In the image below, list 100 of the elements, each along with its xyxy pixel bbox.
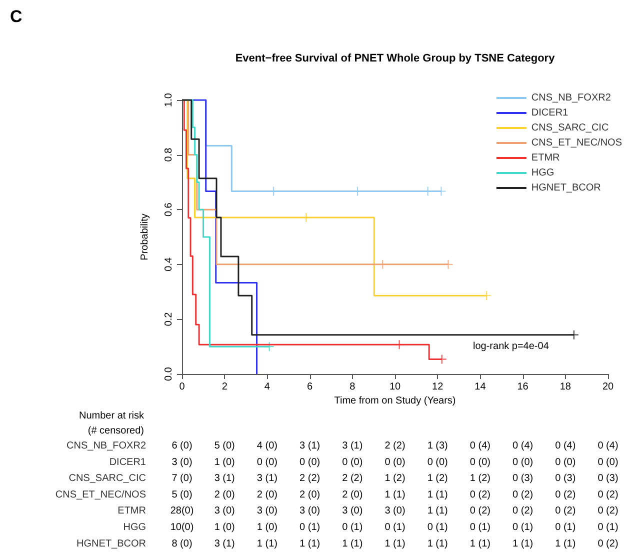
text: 2 (0) xyxy=(214,489,235,500)
x-tick-label: 10 xyxy=(389,382,401,392)
text: 3 (0) xyxy=(342,506,363,517)
text: 0 (4) xyxy=(470,440,490,452)
text: 1 (3) xyxy=(427,440,448,452)
x-tick-label: 2 xyxy=(222,382,228,392)
text: 1 (2) xyxy=(427,473,448,484)
text: 0 (1) xyxy=(384,522,406,533)
x-tick-label: 20 xyxy=(602,382,614,392)
text: 3 (0) xyxy=(256,506,278,517)
text: 10(0) xyxy=(170,522,194,533)
text: 0 (0) xyxy=(512,456,534,468)
text: 1 (1) xyxy=(512,538,534,550)
text: 0 (4) xyxy=(598,440,618,452)
text: 5 (0) xyxy=(172,489,192,500)
text: 2 (2) xyxy=(342,473,363,484)
text: 0 (2) xyxy=(470,506,490,517)
text: 1 (2) xyxy=(384,473,406,484)
text: 1 (1) xyxy=(427,538,448,550)
text: 0 (3) xyxy=(555,473,576,484)
text: 0 (3) xyxy=(598,473,618,484)
text: 0 (4) xyxy=(512,440,534,452)
legend-label: CNS_ET_NEC/NOS xyxy=(531,138,622,148)
y-axis-title: Probability xyxy=(140,214,150,260)
legend-label: CNS_SARC_CIC xyxy=(531,122,609,134)
x-tick-label: 8 xyxy=(350,382,356,392)
text: 2 (2) xyxy=(384,440,406,452)
text: 2 (0) xyxy=(256,489,278,500)
text: 1 (0) xyxy=(214,522,235,533)
text: 0 (3) xyxy=(512,473,534,484)
legend-label: CNS_NB_FOXR2 xyxy=(531,92,612,104)
text: HGG xyxy=(123,522,146,533)
text: 0 (1) xyxy=(342,522,363,533)
text: 0 (0) xyxy=(427,456,448,468)
annotation: log-rank p=4e-04 xyxy=(473,341,550,352)
text: 0 (0) xyxy=(256,456,278,468)
text: 0 (4) xyxy=(555,440,576,452)
text: CNS_SARC_CIC xyxy=(68,473,146,484)
text: 0 (1) xyxy=(300,522,320,533)
text: 1 (2) xyxy=(470,473,490,484)
x-tick-label: 14 xyxy=(474,382,486,392)
text: 1 (1) xyxy=(384,489,406,500)
text: 1 (1) xyxy=(256,538,278,550)
x-tick-label: 4 xyxy=(264,382,270,392)
text: 1 (1) xyxy=(470,538,490,550)
text: 0 (1) xyxy=(427,522,448,533)
text: 0 (1) xyxy=(555,522,576,533)
y-tick-label: 0.6 xyxy=(164,202,174,217)
text: 4 (0) xyxy=(256,440,278,452)
text: 1 (1) xyxy=(300,538,320,550)
chart-title: Event−free Survival of PNET Whole Group by TSNE Category xyxy=(235,52,556,64)
text: 3 (0) xyxy=(214,506,235,517)
text: Number at risk xyxy=(78,410,145,422)
y-tick-label: 1.0 xyxy=(164,92,174,107)
text: 0 (0) xyxy=(300,456,320,468)
text: 1 (1) xyxy=(342,538,363,550)
text: 1 (1) xyxy=(555,538,576,550)
text: 1 (0) xyxy=(214,456,235,468)
x-tick-label: 0 xyxy=(179,382,186,392)
text: 3 (0) xyxy=(172,456,192,468)
text: 5 (0) xyxy=(214,440,235,452)
text: 2 (0) xyxy=(300,489,320,500)
legend-label: HGG xyxy=(531,168,554,178)
text: 3 (1) xyxy=(300,440,320,452)
x-tick-label: 6 xyxy=(307,382,314,392)
x-tick-label: 18 xyxy=(560,382,572,392)
text: 0 (2) xyxy=(555,506,576,517)
x-tick-label: 16 xyxy=(517,382,529,392)
text: 0 (1) xyxy=(470,522,490,533)
text: 2 (2) xyxy=(300,473,320,484)
y-tick-label: 0.8 xyxy=(164,147,174,162)
text: 3 (1) xyxy=(256,473,278,484)
y-tick-label: 0.4 xyxy=(164,257,174,272)
text: CNS_NB_FOXR2 xyxy=(66,440,146,452)
text: 3 (0) xyxy=(300,506,320,517)
text: 0 (2) xyxy=(512,506,534,517)
text: 0 (0) xyxy=(555,456,576,468)
text: 1 (0) xyxy=(256,522,278,533)
x-tick-label: 12 xyxy=(432,382,444,392)
text: 0 (0) xyxy=(470,456,490,468)
text: C xyxy=(10,7,22,26)
text: 28(0) xyxy=(170,506,194,517)
y-tick-label: 0.0 xyxy=(164,366,174,381)
text: 3 (1) xyxy=(214,473,235,484)
text: 0 (2) xyxy=(598,506,618,517)
text: 7 (0) xyxy=(172,473,192,484)
text: CNS_ET_NEC/NOS xyxy=(55,489,146,500)
y-tick-label: 0.2 xyxy=(164,312,174,326)
text: 0 (2) xyxy=(555,489,576,500)
text: HGNET_BCOR xyxy=(76,538,146,550)
legend-label: ETMR xyxy=(531,152,560,164)
text: 1 (1) xyxy=(384,538,406,550)
text: 0 (0) xyxy=(384,456,406,468)
legend-label: DICER1 xyxy=(531,108,569,118)
text: 8 (0) xyxy=(172,538,192,550)
text: 3 (1) xyxy=(214,538,235,550)
text: (# censored) xyxy=(88,426,144,436)
text: 0 (2) xyxy=(470,489,490,500)
text: 0 (0) xyxy=(598,456,618,468)
text: 1 (1) xyxy=(427,506,448,517)
